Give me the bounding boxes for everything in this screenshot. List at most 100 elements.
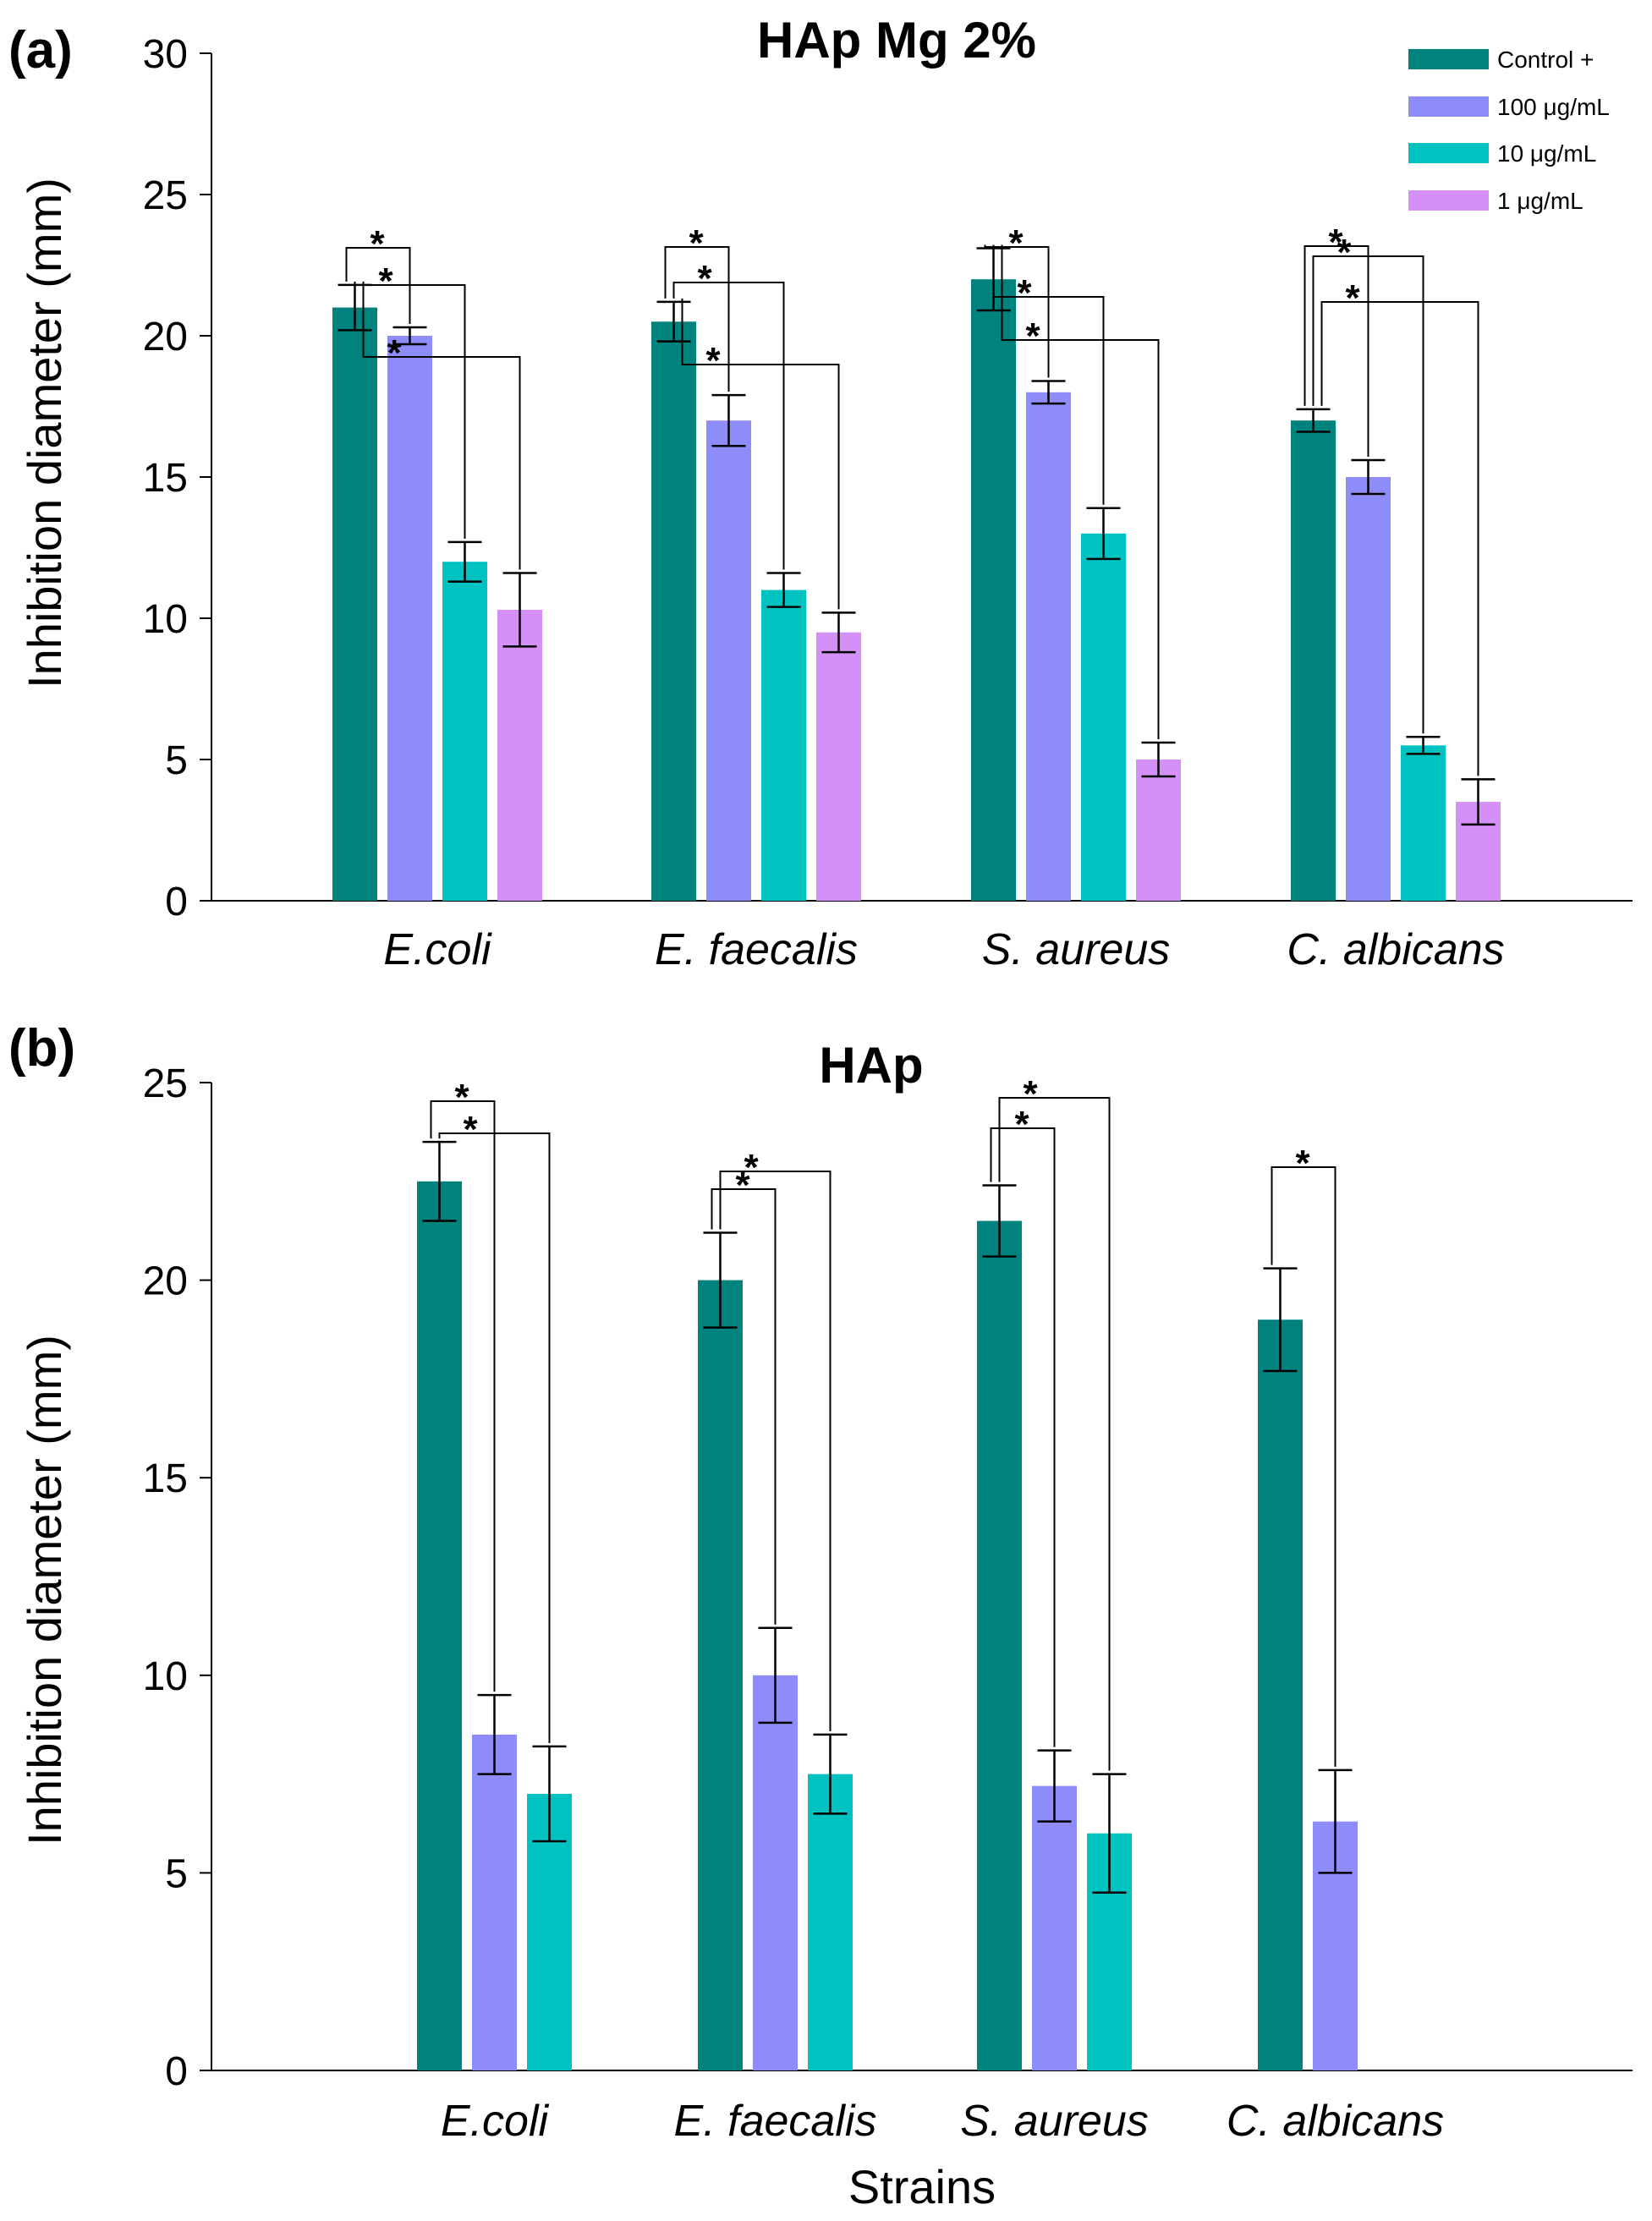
legend-swatch-1 xyxy=(1408,190,1489,211)
y-tick-label: 30 xyxy=(143,32,188,77)
bar xyxy=(1258,1319,1303,2070)
x-tick-label: S. aureus xyxy=(960,2097,1149,2146)
significance-star: * xyxy=(379,260,394,302)
significance-star: * xyxy=(1296,1143,1311,1184)
significance-bracket xyxy=(1312,255,1424,734)
significance-star: * xyxy=(1346,277,1361,319)
significance-star: * xyxy=(689,222,705,264)
significance-star: * xyxy=(1026,315,1041,357)
panel-a-title: HAp Mg 2% xyxy=(757,12,1036,69)
significance-star: * xyxy=(1329,222,1344,263)
legend: Control + 100 μg/mL 10 μg/mL 1 μg/mL xyxy=(1408,47,1610,214)
significance-bracket xyxy=(711,1188,777,1625)
significance-bracket xyxy=(990,1127,1056,1747)
significance-star: * xyxy=(1024,1073,1039,1115)
legend-swatch-control xyxy=(1408,49,1489,69)
panel-a-ylabel: Inhibition diameter (mm) xyxy=(18,178,71,688)
legend-swatch-10 xyxy=(1408,143,1489,163)
bar xyxy=(332,307,377,902)
y-tick-label: 20 xyxy=(143,315,188,359)
bar xyxy=(1032,1785,1077,2070)
legend-swatch-100 xyxy=(1408,96,1489,117)
significance-star: * xyxy=(736,1165,751,1206)
x-axis-title: Strains xyxy=(848,2160,996,2213)
bar xyxy=(753,1675,798,2070)
significance-bracket xyxy=(1320,301,1479,776)
y-tick-label: 15 xyxy=(143,456,188,501)
bar xyxy=(1081,533,1126,901)
significance-bracket xyxy=(681,298,840,610)
significance-star: * xyxy=(1009,222,1024,264)
x-tick-label: S. aureus xyxy=(982,925,1171,974)
significance-bracket xyxy=(1001,244,1160,739)
y-tick-label: 15 xyxy=(143,1456,188,1501)
bar xyxy=(706,420,751,901)
y-tick-label: 25 xyxy=(143,1061,188,1106)
significance-bracket xyxy=(354,281,466,539)
panel-b-ylabel: Inhibition diameter (mm) xyxy=(18,1335,71,1845)
bar xyxy=(472,1734,517,2070)
legend-label-10: 10 μg/mL xyxy=(1497,140,1596,167)
panel-a-label: (a) xyxy=(8,21,73,80)
significance-bracket xyxy=(430,1100,496,1692)
x-tick-label: C. albicans xyxy=(1227,2097,1444,2146)
bar xyxy=(497,609,542,901)
bar xyxy=(1401,745,1446,901)
bar xyxy=(761,590,806,901)
significance-star: * xyxy=(744,1147,760,1188)
y-tick-label: 20 xyxy=(143,1259,188,1304)
significance-bracket xyxy=(672,282,785,570)
significance-star: * xyxy=(455,1077,470,1118)
significance-star: * xyxy=(387,332,403,374)
y-tick-label: 0 xyxy=(165,2049,188,2094)
bar xyxy=(698,1280,743,2070)
y-tick-label: 10 xyxy=(143,1654,188,1699)
bar xyxy=(1346,477,1391,901)
panel-b-label: (b) xyxy=(8,1019,75,1078)
significance-bracket xyxy=(992,244,1105,505)
bar xyxy=(442,562,487,901)
significance-bracket xyxy=(1271,1166,1336,1767)
significance-bracket xyxy=(438,1132,551,1743)
significance-bracket xyxy=(362,281,521,570)
significance-star: * xyxy=(1015,1104,1030,1145)
y-tick-label: 5 xyxy=(165,1851,188,1896)
y-tick-label: 0 xyxy=(165,880,188,924)
bar xyxy=(651,321,696,901)
x-tick-label: E.coli xyxy=(383,925,492,974)
y-tick-label: 5 xyxy=(165,738,188,783)
x-tick-label: E. faecalis xyxy=(674,2097,877,2146)
significance-bracket xyxy=(1303,245,1369,457)
significance-bracket xyxy=(664,246,730,392)
significance-bracket xyxy=(719,1171,831,1731)
bar xyxy=(387,336,432,901)
bar xyxy=(1026,392,1071,901)
significance-star: * xyxy=(464,1109,479,1150)
significance-bracket xyxy=(998,1097,1111,1771)
panel-b-plot: 0 5 10 15 20 25 E.coli E. faecalis S. aureus C. a… xyxy=(143,1061,1633,2146)
y-tick-label: 25 xyxy=(143,173,188,218)
bar xyxy=(977,1220,1022,2070)
x-tick-label: E.coli xyxy=(441,2097,550,2146)
y-tick-label: 10 xyxy=(143,597,188,642)
significance-bracket xyxy=(984,244,1050,378)
bar xyxy=(816,632,861,901)
significance-star: * xyxy=(1337,232,1353,273)
significance-star: * xyxy=(706,340,722,381)
significance-star: * xyxy=(1018,272,1033,314)
panel-a-plot: 0 5 10 15 20 25 30 E.coli E. faecalis S. aureus C.… xyxy=(143,32,1633,974)
bar xyxy=(808,1774,853,2070)
legend-label-100: 100 μg/mL xyxy=(1497,94,1610,120)
bar xyxy=(971,279,1016,901)
bar xyxy=(1291,420,1336,901)
x-tick-label: C. albicans xyxy=(1287,925,1504,974)
significance-star: * xyxy=(698,258,713,299)
bar xyxy=(1136,760,1181,901)
legend-label-1: 1 μg/mL xyxy=(1497,188,1583,214)
significance-star: * xyxy=(370,223,386,265)
bar xyxy=(417,1181,462,2070)
panel-b-title: HAp xyxy=(819,1037,923,1094)
legend-label-control: Control + xyxy=(1497,47,1594,73)
x-tick-label: E. faecalis xyxy=(655,925,858,974)
